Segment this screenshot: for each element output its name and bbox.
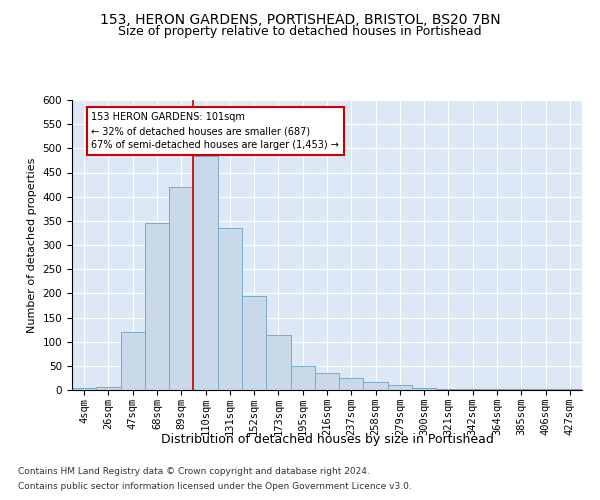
Bar: [96, 386, 121, 390]
Bar: [290, 366, 315, 390]
Bar: [461, 389, 485, 390]
Bar: [72, 388, 96, 390]
Y-axis label: Number of detached properties: Number of detached properties: [27, 158, 37, 332]
Bar: [145, 223, 169, 390]
Bar: [315, 373, 339, 390]
Bar: [266, 336, 290, 390]
Text: Contains HM Land Registry data © Crown copyright and database right 2024.: Contains HM Land Registry data © Crown c…: [18, 467, 370, 476]
Bar: [436, 389, 461, 390]
Bar: [242, 296, 266, 390]
Text: 153 HERON GARDENS: 101sqm
← 32% of detached houses are smaller (687)
67% of semi: 153 HERON GARDENS: 101sqm ← 32% of detac…: [91, 112, 340, 150]
Bar: [193, 156, 218, 390]
Bar: [339, 378, 364, 390]
Text: 153, HERON GARDENS, PORTISHEAD, BRISTOL, BS20 7BN: 153, HERON GARDENS, PORTISHEAD, BRISTOL,…: [100, 12, 500, 26]
Bar: [169, 187, 193, 390]
Bar: [121, 332, 145, 390]
Bar: [509, 389, 533, 390]
Bar: [388, 385, 412, 390]
Text: Contains public sector information licensed under the Open Government Licence v3: Contains public sector information licen…: [18, 482, 412, 491]
Bar: [485, 389, 509, 390]
Bar: [533, 389, 558, 390]
Bar: [558, 389, 582, 390]
Bar: [412, 388, 436, 390]
Text: Size of property relative to detached houses in Portishead: Size of property relative to detached ho…: [118, 25, 482, 38]
Bar: [218, 228, 242, 390]
Bar: [364, 382, 388, 390]
Text: Distribution of detached houses by size in Portishead: Distribution of detached houses by size …: [161, 432, 493, 446]
